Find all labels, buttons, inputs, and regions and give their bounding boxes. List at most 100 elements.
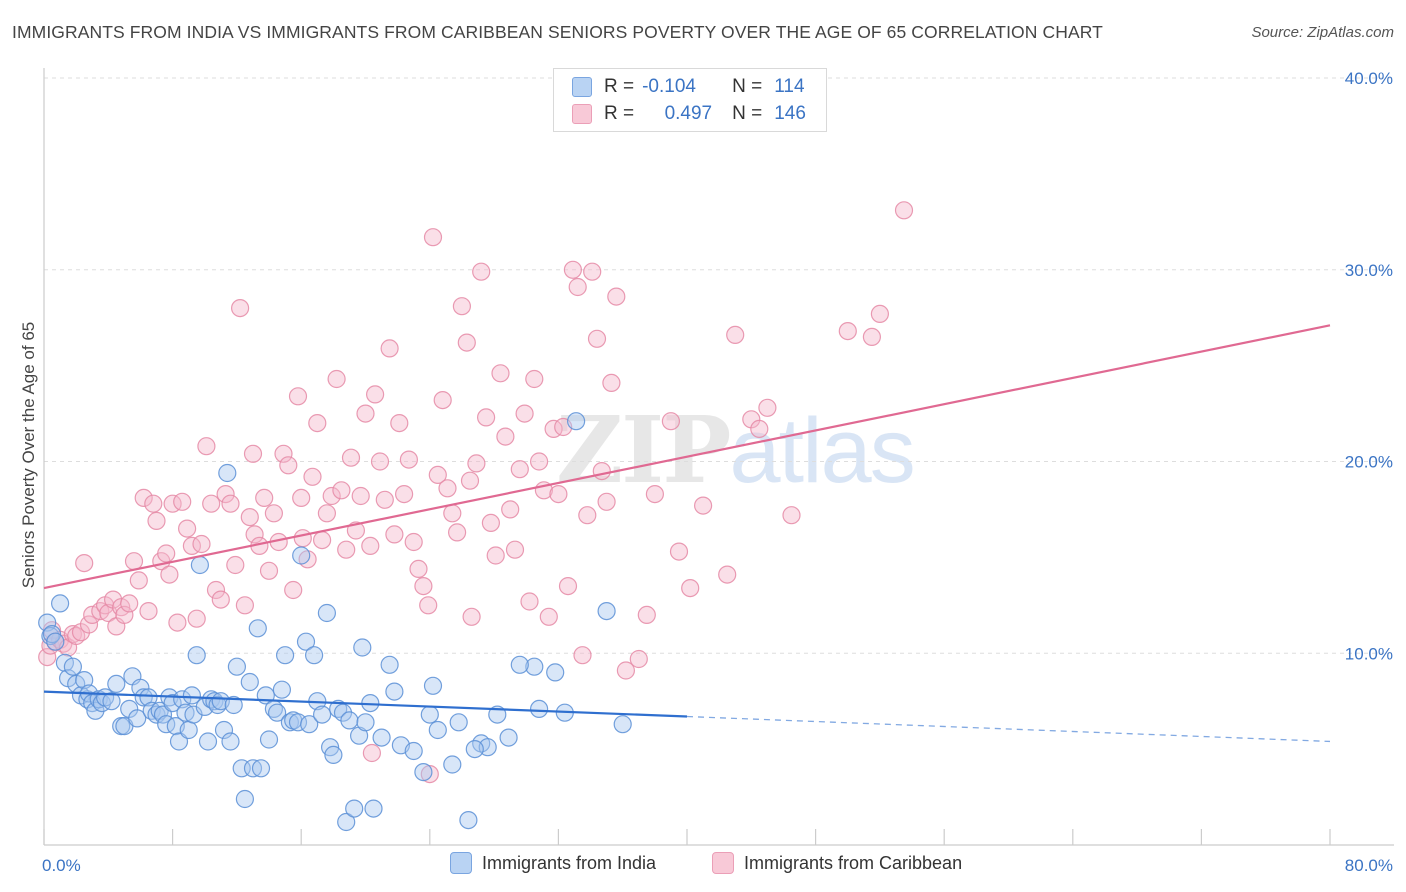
india-point (529, 699, 549, 719)
caribbean-point (529, 452, 549, 471)
caribbean-point (592, 462, 611, 481)
legend-n-value: 114 (774, 76, 805, 97)
india-point (268, 703, 287, 722)
caribbean-point (178, 519, 197, 538)
legend-r-value: -0.104 (642, 76, 696, 97)
caribbean-point (115, 605, 134, 625)
caribbean-point (341, 448, 361, 467)
legend-r-value: 0.497 (664, 103, 713, 124)
axes (43, 68, 1394, 846)
caribbean-point (292, 488, 311, 507)
india-point (179, 720, 198, 740)
chart-title: IMMIGRANTS FROM INDIA VS IMMIGRANTS FROM… (12, 22, 1103, 42)
caribbean-point (173, 492, 192, 511)
legend: R = -0.104 N = 114 R = 0.497 N = 146 (553, 68, 827, 132)
caribbean-point (240, 507, 259, 527)
caribbean-point (264, 504, 283, 523)
caribbean-point (327, 369, 346, 389)
caribbean-point (629, 649, 648, 669)
india-point (251, 759, 271, 778)
india-point (272, 680, 291, 699)
india-point (107, 674, 126, 694)
caribbean-point (157, 544, 176, 563)
source-credit: Source: ZipAtlas.com (1251, 24, 1394, 41)
india-trend-extension (686, 715, 1331, 743)
india-point (345, 799, 364, 818)
caribbean-point (578, 506, 597, 525)
caribbean-point (202, 494, 221, 513)
india-point (340, 711, 359, 730)
caribbean-point (243, 444, 263, 463)
india-point (221, 732, 240, 751)
india-point (190, 555, 209, 575)
caribbean-point (38, 647, 57, 667)
bottom-legend-swatch-india (450, 852, 472, 874)
legend-row-india: R = -0.104 N = 114 (572, 75, 805, 99)
caribbean-point (491, 364, 510, 383)
bottom-legend-caribbean: Immigrants from Caribbean (712, 852, 962, 874)
x-tick-label: 80.0% (1345, 856, 1393, 875)
india-point (372, 728, 391, 747)
caribbean-point (259, 561, 279, 580)
y-tick-label: 40.0% (1345, 69, 1393, 88)
x-tick-label: 0.0% (42, 856, 81, 875)
india-point (46, 632, 65, 651)
caribbean-point (337, 540, 356, 559)
caribbean-point (414, 576, 433, 596)
caribbean-point (197, 437, 216, 456)
caribbean-point (758, 398, 777, 417)
caribbean-point (428, 465, 447, 484)
caribbean-point (563, 260, 583, 279)
caribbean-point (423, 228, 443, 247)
caribbean-point (235, 596, 254, 615)
india-point (300, 715, 319, 734)
caribbean-point (206, 580, 226, 600)
india-trend-line (43, 690, 688, 718)
watermark-zip: ZIP (556, 396, 731, 504)
caribbean-point (279, 456, 298, 475)
caribbean-points (38, 201, 914, 784)
caribbean-point (481, 513, 500, 533)
india-point (313, 705, 332, 724)
legend-n-label: N = (732, 103, 763, 124)
caribbean-point (693, 496, 713, 515)
caribbean-point (420, 764, 439, 784)
bottom-legend-swatch-caribbean (712, 852, 734, 874)
caribbean-point (375, 490, 394, 509)
india-point (337, 812, 356, 832)
caribbean-point (637, 605, 656, 625)
caribbean-point (448, 523, 467, 542)
caribbean-point (351, 486, 370, 506)
caribbean-point (385, 525, 404, 544)
india-point (414, 762, 433, 782)
caribbean-point (134, 488, 153, 507)
india-point (214, 720, 234, 740)
caribbean-point (443, 504, 462, 523)
india-point (566, 412, 586, 431)
india-point (63, 657, 83, 676)
gridlines (44, 77, 1394, 654)
caribbean-point (120, 594, 139, 613)
india-point (38, 613, 57, 632)
india-point (443, 755, 462, 774)
caribbean-point (520, 592, 539, 611)
caribbean-point (726, 325, 745, 344)
india-point (50, 594, 70, 613)
india-point (224, 695, 243, 715)
india-point (317, 603, 336, 623)
caribbean-point (467, 454, 486, 473)
caribbean-point (433, 391, 452, 410)
caribbean-point (380, 339, 399, 358)
caribbean-point (645, 485, 665, 504)
caribbean-point (124, 552, 144, 571)
y-tick-label: 30.0% (1345, 261, 1393, 280)
caribbean-point (661, 412, 681, 431)
india-point (248, 619, 267, 638)
india-point (240, 672, 259, 692)
india-point (276, 646, 295, 665)
india-point (423, 676, 443, 695)
caribbean-point (438, 479, 457, 498)
caribbean-point (129, 571, 148, 590)
india-point (128, 709, 147, 728)
